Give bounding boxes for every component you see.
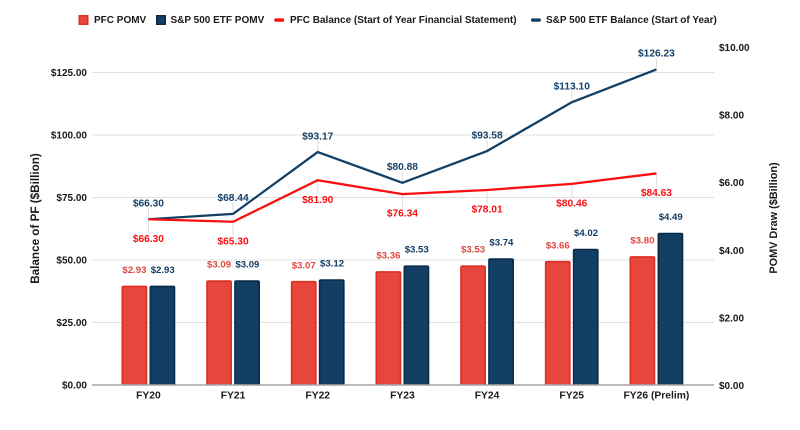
svg-text:$2.93: $2.93 [122,265,146,276]
svg-text:$2.00: $2.00 [719,313,744,324]
svg-text:$80.46: $80.46 [556,198,587,209]
svg-text:$3.09: $3.09 [207,260,231,271]
svg-text:FY22: FY22 [305,391,330,402]
svg-text:$84.63: $84.63 [641,188,672,199]
svg-text:$66.30: $66.30 [133,199,164,210]
svg-text:S&P 500 ETF Balance (Start of: S&P 500 ETF Balance (Start of Year) [546,15,717,26]
svg-text:$2.93: $2.93 [151,265,175,276]
svg-text:$66.30: $66.30 [133,234,164,245]
svg-text:$4.49: $4.49 [659,212,683,223]
svg-text:$3.74: $3.74 [489,238,514,249]
svg-text:FY23: FY23 [390,391,415,402]
svg-text:$100.00: $100.00 [51,131,88,142]
svg-text:FY25: FY25 [559,391,584,402]
svg-text:$65.30: $65.30 [217,236,248,247]
svg-text:$8.00: $8.00 [719,111,744,122]
svg-text:$25.00: $25.00 [56,318,87,329]
svg-text:$6.00: $6.00 [719,178,744,189]
svg-text:$81.90: $81.90 [302,195,333,206]
svg-text:$93.58: $93.58 [471,130,502,141]
svg-text:$4.00: $4.00 [719,246,744,257]
svg-text:$126.23: $126.23 [638,49,675,60]
svg-text:PFC Balance (Start of Year Fin: PFC Balance (Start of Year Financial Sta… [290,15,517,26]
svg-text:$75.00: $75.00 [56,193,87,204]
svg-text:POMV Draw ($Billion): POMV Draw ($Billion) [768,162,780,274]
svg-text:FY26 (Prelim): FY26 (Prelim) [623,391,689,402]
svg-text:FY24: FY24 [475,391,500,402]
svg-text:$3.36: $3.36 [376,251,400,262]
svg-text:$3.53: $3.53 [405,245,429,256]
svg-text:FY20: FY20 [136,391,161,402]
svg-text:S&P 500 ETF POMV: S&P 500 ETF POMV [171,15,265,26]
svg-text:$3.09: $3.09 [235,260,259,271]
svg-text:$3.53: $3.53 [461,245,485,256]
svg-text:Balance of PF ($Billion): Balance of PF ($Billion) [29,153,42,284]
svg-text:$78.01: $78.01 [471,204,502,215]
svg-text:PFC POMV: PFC POMV [94,15,147,26]
svg-text:$68.44: $68.44 [217,193,248,204]
svg-text:$76.34: $76.34 [387,209,418,220]
svg-text:$125.00: $125.00 [51,68,88,79]
svg-text:$113.10: $113.10 [554,82,591,93]
svg-text:$3.07: $3.07 [292,260,316,271]
svg-text:$3.66: $3.66 [546,240,570,251]
svg-text:FY21: FY21 [221,391,246,402]
svg-text:$3.12: $3.12 [320,259,344,270]
svg-text:$10.00: $10.00 [719,43,750,54]
svg-text:$0.00: $0.00 [62,381,87,392]
svg-text:$80.88: $80.88 [387,162,418,173]
svg-text:$93.17: $93.17 [302,131,333,142]
svg-text:$0.00: $0.00 [719,381,744,392]
svg-text:$50.00: $50.00 [56,256,87,267]
svg-text:$3.80: $3.80 [630,236,654,247]
svg-text:$4.02: $4.02 [574,228,598,239]
